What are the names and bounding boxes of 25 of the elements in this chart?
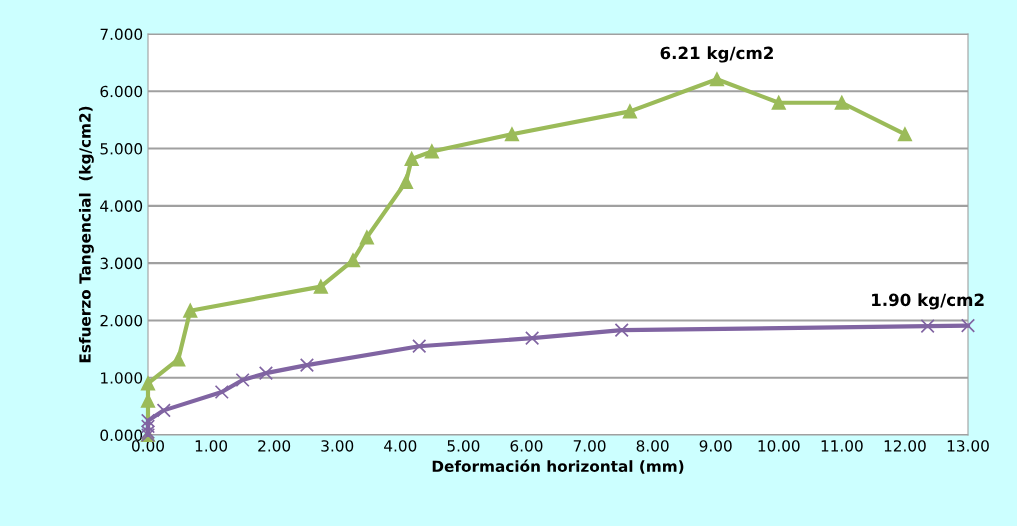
- x-tick-label: 13.00: [947, 440, 989, 452]
- x-tick-label: 2.00: [258, 440, 291, 452]
- x-tick-label: 8.00: [636, 440, 669, 452]
- x-tick-label: 1.00: [195, 440, 228, 452]
- y-tick-label: 1.000: [101, 372, 143, 384]
- y-tick-label: 0.000: [100, 429, 143, 442]
- x-tick-label: 7.00: [573, 440, 606, 452]
- y-tick-label: 5.000: [100, 143, 143, 155]
- x-tick-label: 12.00: [884, 440, 926, 452]
- x-tick-label: 11.00: [821, 440, 863, 452]
- annotation: 1.90 kg/cm2: [872, 293, 984, 310]
- y-tick-label: 7.000: [100, 28, 143, 41]
- x-axis-title: Deformación horizontal (mm): [432, 459, 684, 474]
- y-tick-label: 3.000: [100, 257, 143, 270]
- x-tick-label: 9.00: [699, 440, 732, 452]
- y-tick-label: 4.000: [100, 200, 143, 212]
- x-tick-label: 3.00: [321, 440, 354, 452]
- y-tick-label: 2.000: [100, 314, 143, 327]
- y-tick-label: 6.000: [100, 85, 143, 98]
- x-tick-label: 6.00: [510, 440, 543, 452]
- x-tick-label: 5.00: [447, 440, 480, 452]
- x-tick-label: 10.00: [758, 440, 800, 452]
- annotation: 6.21 kg/cm2: [660, 46, 773, 63]
- x-tick-label: 4.00: [384, 440, 417, 452]
- y-axis-title: Esfuerzo Tangencial (kg/cm2): [78, 106, 94, 363]
